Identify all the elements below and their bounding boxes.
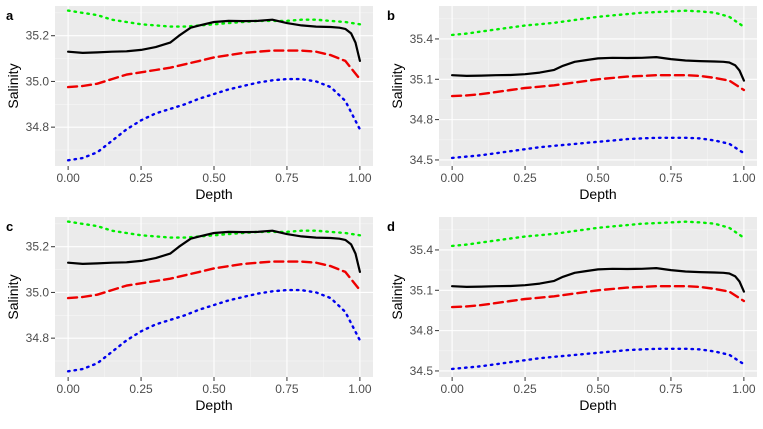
y-axis-title: Salinity	[5, 63, 21, 108]
y-axis-title: Salinity	[389, 63, 405, 108]
x-tick-label: 0.50	[586, 171, 610, 185]
y-tick-label: 34.8	[26, 120, 50, 134]
y-tick-label: 35.4	[410, 243, 434, 257]
series-line-estimate	[451, 267, 746, 293]
panel-letter: c	[6, 219, 13, 234]
panel-letter: b	[387, 8, 395, 23]
y-tick-label: 34.5	[410, 364, 434, 378]
y-tick-label: 34.8	[26, 331, 50, 345]
series-line-lower	[66, 288, 362, 373]
x-tick-label: 0.25	[129, 171, 153, 185]
y-axis-title: Salinity	[389, 274, 405, 319]
x-tick-label: 0.00	[440, 171, 464, 185]
series-line-mean	[450, 73, 746, 98]
x-tick-label: 1.00	[732, 171, 756, 185]
y-tick-label: 35.0	[26, 285, 50, 299]
panel-letter: a	[6, 8, 14, 23]
x-tick-label: 1.00	[732, 382, 756, 396]
series-line-estimate	[66, 18, 361, 63]
y-tick-label: 35.0	[26, 74, 50, 88]
y-tick-label: 34.8	[410, 113, 434, 127]
y-tick-label: 34.5	[410, 153, 434, 167]
x-tick-label: 0.00	[56, 382, 80, 396]
series-line-mean	[66, 49, 362, 89]
panel-letter: d	[387, 219, 395, 234]
y-tick-label: 35.1	[410, 283, 434, 297]
series-line-mean	[450, 285, 746, 309]
x-tick-label: 1.00	[348, 382, 372, 396]
panel-a: 0.00 0.25 0.50 0.75 1.00 34.8 35.0 35.2 Depth Sal…	[5, 6, 373, 202]
y-tick-label: 34.8	[410, 324, 434, 338]
series-line-mean	[66, 260, 362, 300]
panel-d: 0.00 0.25 0.50 0.75 1.00 34.5 34.8 35.1 35.4 Dept…	[387, 217, 757, 413]
x-axis-title: Depth	[579, 397, 616, 413]
x-tick-label: 0.75	[275, 171, 299, 185]
x-tick-label: 0.50	[202, 171, 226, 185]
x-tick-label: 0.25	[513, 382, 537, 396]
x-tick-label: 0.25	[129, 382, 153, 396]
series-line-estimate	[66, 229, 361, 273]
y-axis-title: Salinity	[5, 274, 21, 319]
x-tick-label: 1.00	[348, 171, 372, 185]
y-tick-label: 35.4	[410, 32, 434, 46]
x-tick-label: 0.00	[440, 382, 464, 396]
y-tick-label: 35.2	[26, 29, 50, 43]
panel-b: 0.00 0.25 0.50 0.75 1.00 34.5 34.8 35.1 35.4 Dept…	[387, 6, 757, 202]
series-line-lower	[66, 77, 362, 162]
x-tick-label: 0.75	[275, 382, 299, 396]
y-tick-label: 35.1	[410, 72, 434, 86]
panel-c: 0.00 0.25 0.50 0.75 1.00 34.8 35.0 35.2 Depth Sal…	[5, 217, 373, 413]
x-tick-label: 0.75	[659, 171, 683, 185]
series-line-estimate	[451, 55, 746, 82]
x-tick-label: 0.50	[202, 382, 226, 396]
x-tick-label: 0.75	[659, 382, 683, 396]
y-tick-label: 35.2	[26, 240, 50, 254]
x-axis-title: Depth	[195, 397, 232, 413]
x-axis-title: Depth	[195, 186, 232, 202]
x-tick-label: 0.25	[513, 171, 537, 185]
x-axis-title: Depth	[579, 186, 616, 202]
x-tick-label: 0.50	[586, 382, 610, 396]
x-tick-label: 0.00	[56, 171, 80, 185]
